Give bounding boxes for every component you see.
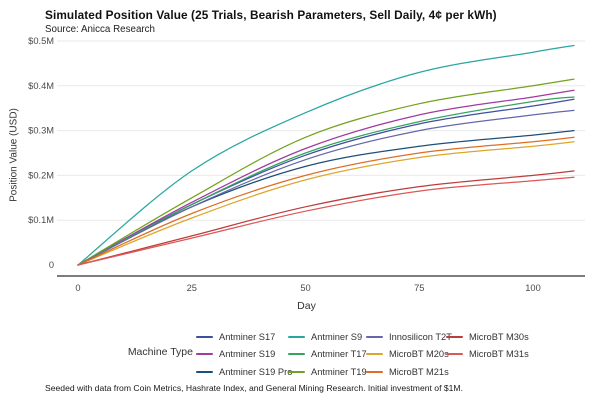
legend-swatch: [196, 335, 213, 338]
series-line: [77, 78, 575, 266]
legend-title: Machine Type: [127, 346, 193, 358]
series-line: [77, 96, 575, 266]
legend-column: Antminer S9 Antminer T17 Antminer T19: [288, 328, 367, 381]
chart-subtitle: Source: Anicca Research: [45, 24, 155, 35]
legend-item: MicroBT M20s: [366, 346, 452, 364]
legend-column: Antminer S17 Antminer S19 Antminer S19 Pro: [196, 328, 292, 381]
legend-label: Antminer S19 Pro: [219, 366, 293, 377]
legend-swatch: [196, 353, 213, 356]
legend-label: Antminer S19: [219, 349, 276, 360]
legend-item: MicroBT M31s: [446, 346, 529, 364]
legend-label: MicroBT M20s: [389, 349, 449, 360]
legend-swatch: [196, 370, 213, 373]
y-tick-label: 0: [49, 260, 54, 270]
x-tick-label: 75: [414, 283, 424, 293]
legend-label: Antminer S9: [311, 331, 363, 342]
series-line: [77, 89, 575, 266]
legend-item: Antminer T17: [288, 346, 367, 364]
legend-column: Innosilicon T2T MicroBT M20s MicroBT M21s: [366, 328, 452, 381]
legend-label: Antminer S17: [219, 331, 276, 342]
y-tick-label: $0.2M: [28, 170, 54, 180]
series-line: [77, 129, 575, 266]
legend-label: Antminer T17: [311, 349, 367, 360]
x-tick-label: 50: [300, 283, 310, 293]
legend-item: Antminer T19: [288, 363, 367, 381]
x-axis-title: Day: [297, 300, 316, 312]
legend-swatch: [446, 353, 463, 356]
legend-item: Innosilicon T2T: [366, 328, 452, 346]
x-tick-label: 0: [75, 283, 80, 293]
y-tick-label: $0.4M: [28, 81, 54, 91]
legend-label: Innosilicon T2T: [389, 331, 452, 342]
legend-swatch: [446, 335, 463, 338]
series-line: [77, 141, 575, 266]
y-tick-label: $0.3M: [28, 126, 54, 136]
series-line: [77, 44, 575, 266]
series-line: [77, 136, 575, 266]
legend-item: Antminer S9: [288, 328, 367, 346]
x-tick-label: 25: [187, 283, 197, 293]
legend-column: MicroBT M30s MicroBT M31s: [446, 328, 529, 363]
footnote: Seeded with data from Coin Metrics, Hash…: [45, 383, 463, 393]
legend-swatch: [366, 370, 383, 373]
legend: Antminer S17 Antminer S19 Antminer S19 Pro…: [196, 328, 576, 384]
y-tick-label: $0.5M: [28, 36, 54, 46]
x-tick-label: 100: [525, 283, 541, 293]
legend-swatch: [366, 335, 383, 338]
series-line: [77, 176, 575, 266]
legend-label: MicroBT M21s: [389, 366, 449, 377]
legend-item: MicroBT M30s: [446, 328, 529, 346]
chart-title: Simulated Position Value (25 Trials, Bea…: [45, 8, 497, 22]
legend-swatch: [366, 353, 383, 356]
legend-swatch: [288, 353, 305, 356]
series-line: [77, 98, 575, 266]
series-line: [77, 109, 575, 266]
legend-item: Antminer S19: [196, 346, 292, 364]
legend-label: MicroBT M30s: [469, 331, 529, 342]
plot-area: 0 $0.1M $0.2M $0.3M $0.4M $0.5M 0 25 50 75 100: [28, 36, 585, 293]
legend-label: Antminer T19: [311, 366, 367, 377]
y-tick-label: $0.1M: [28, 215, 54, 225]
legend-label: MicroBT M31s: [469, 349, 529, 360]
legend-item: Antminer S19 Pro: [196, 363, 292, 381]
legend-swatch: [288, 370, 305, 373]
legend-item: Antminer S17: [196, 328, 292, 346]
legend-swatch: [288, 335, 305, 338]
legend-item: MicroBT M21s: [366, 363, 452, 381]
series-line: [77, 170, 575, 266]
